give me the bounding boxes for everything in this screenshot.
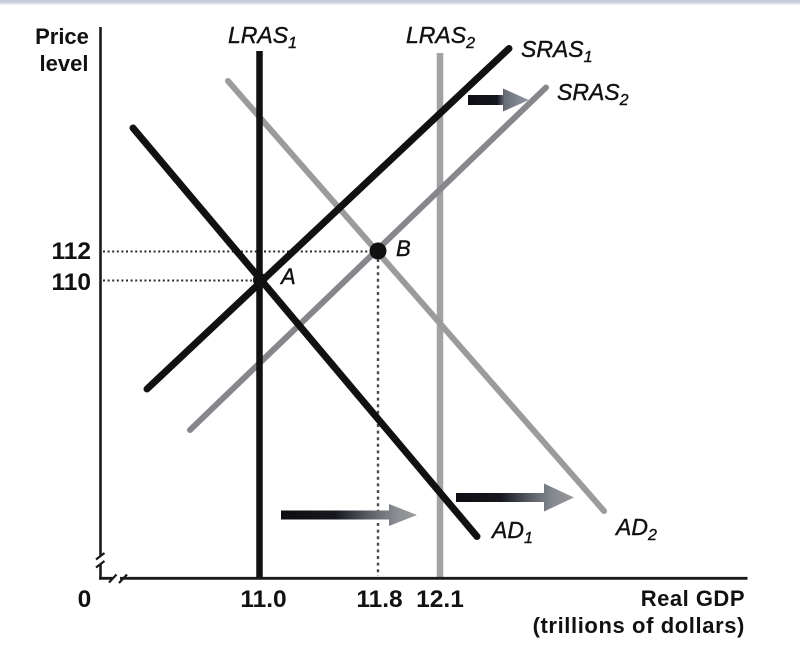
svg-text:11.8: 11.8 xyxy=(356,586,402,613)
svg-text:AD2: AD2 xyxy=(614,514,657,544)
svg-text:level: level xyxy=(40,51,89,76)
svg-text:Price: Price xyxy=(35,24,89,49)
svg-text:A: A xyxy=(279,264,296,289)
svg-text:SRAS2: SRAS2 xyxy=(557,79,629,109)
svg-text:12.1: 12.1 xyxy=(416,586,464,613)
svg-text:LRAS1: LRAS1 xyxy=(228,22,297,52)
svg-text:112: 112 xyxy=(51,238,91,265)
svg-text:B: B xyxy=(396,236,411,261)
svg-text:110: 110 xyxy=(51,269,91,296)
svg-text:0: 0 xyxy=(78,586,92,613)
svg-text:LRAS2: LRAS2 xyxy=(406,22,475,52)
svg-text:11.0: 11.0 xyxy=(240,586,286,613)
svg-text:(trillions of dollars): (trillions of dollars) xyxy=(533,613,745,638)
svg-text:Real GDP: Real GDP xyxy=(641,586,745,611)
svg-text:SRAS1: SRAS1 xyxy=(521,36,593,66)
